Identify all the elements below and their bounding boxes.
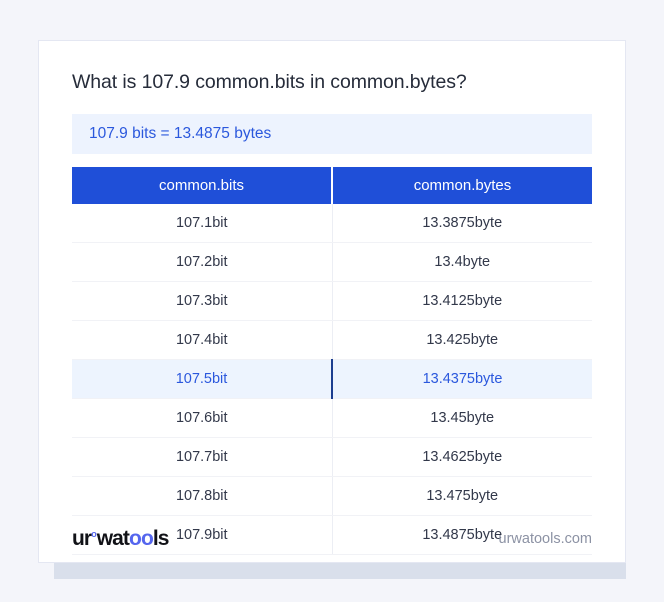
conversion-table: common.bits common.bytes 107.1bit 13.3875…: [72, 167, 592, 555]
urwatools-logo[interactable]: urowatools: [72, 527, 169, 551]
cell-bytes: 13.3875byte: [332, 204, 592, 243]
table-header: common.bits common.bytes: [72, 167, 592, 204]
cell-bits: 107.1bit: [72, 204, 333, 243]
conversion-result-text: 107.9 bits = 13.4875 bytes: [89, 125, 272, 142]
table-row[interactable]: 107.6bit 13.45byte: [72, 398, 592, 438]
logo-part-ur: ur: [72, 526, 92, 550]
table-row[interactable]: 107.3bit 13.4125byte: [72, 281, 592, 321]
cell-bits: 107.6bit: [72, 398, 333, 438]
cell-bits: 107.2bit: [72, 242, 333, 282]
table-row[interactable]: 107.4bit 13.425byte: [72, 320, 592, 360]
cell-bytes: 13.4byte: [332, 242, 592, 282]
page-title: What is 107.9 common.bits in common.byte…: [72, 71, 467, 93]
cell-bits: 107.3bit: [72, 281, 333, 321]
cell-bits: 107.9bit: [72, 515, 333, 555]
cell-bytes: 13.45byte: [332, 398, 592, 438]
logo-part-oo: oo: [129, 526, 154, 550]
column-header-bytes[interactable]: common.bytes: [332, 167, 592, 204]
cell-bits: 107.4bit: [72, 320, 333, 360]
table-row[interactable]: 107.1bit 13.3875byte: [72, 204, 592, 243]
table-body: 107.1bit 13.3875byte 107.2bit 13.4byte 107.3…: [72, 204, 592, 555]
table-row[interactable]: 107.9bit 13.4875byte: [72, 515, 592, 555]
cell-bytes: 13.4125byte: [332, 281, 592, 321]
cell-bytes: 13.425byte: [332, 320, 592, 360]
cell-bits: 107.5bit: [72, 359, 333, 399]
column-header-bits[interactable]: common.bits: [72, 167, 333, 204]
cell-bytes: 13.4625byte: [332, 437, 592, 477]
logo-part-wat: wat: [96, 526, 130, 550]
table-header-row: common.bits common.bytes: [72, 167, 592, 204]
card-content: What is 107.9 common.bits in common.byte…: [39, 41, 625, 555]
table-row[interactable]: 107.8bit 13.475byte: [72, 476, 592, 516]
cell-bits: 107.7bit: [72, 437, 333, 477]
logo-part-ls: ls: [152, 526, 170, 550]
cell-bits: 107.8bit: [72, 476, 333, 516]
cell-bytes: 13.4875byte: [332, 515, 592, 555]
site-url-label: urwatools.com: [498, 530, 592, 547]
conversion-result-banner: 107.9 bits = 13.4875 bytes: [72, 114, 592, 154]
card-footer: urowatools urwatools.com: [39, 515, 625, 562]
cell-bytes: 13.4375byte: [332, 359, 592, 399]
table-row[interactable]: 107.2bit 13.4byte: [72, 242, 592, 282]
table-row[interactable]: 107.5bit 13.4375byte: [72, 359, 592, 399]
table-row[interactable]: 107.7bit 13.4625byte: [72, 437, 592, 477]
conversion-card: What is 107.9 common.bits in common.byte…: [38, 40, 626, 563]
cell-bytes: 13.475byte: [332, 476, 592, 516]
logo-dot-icon: o: [91, 528, 97, 539]
